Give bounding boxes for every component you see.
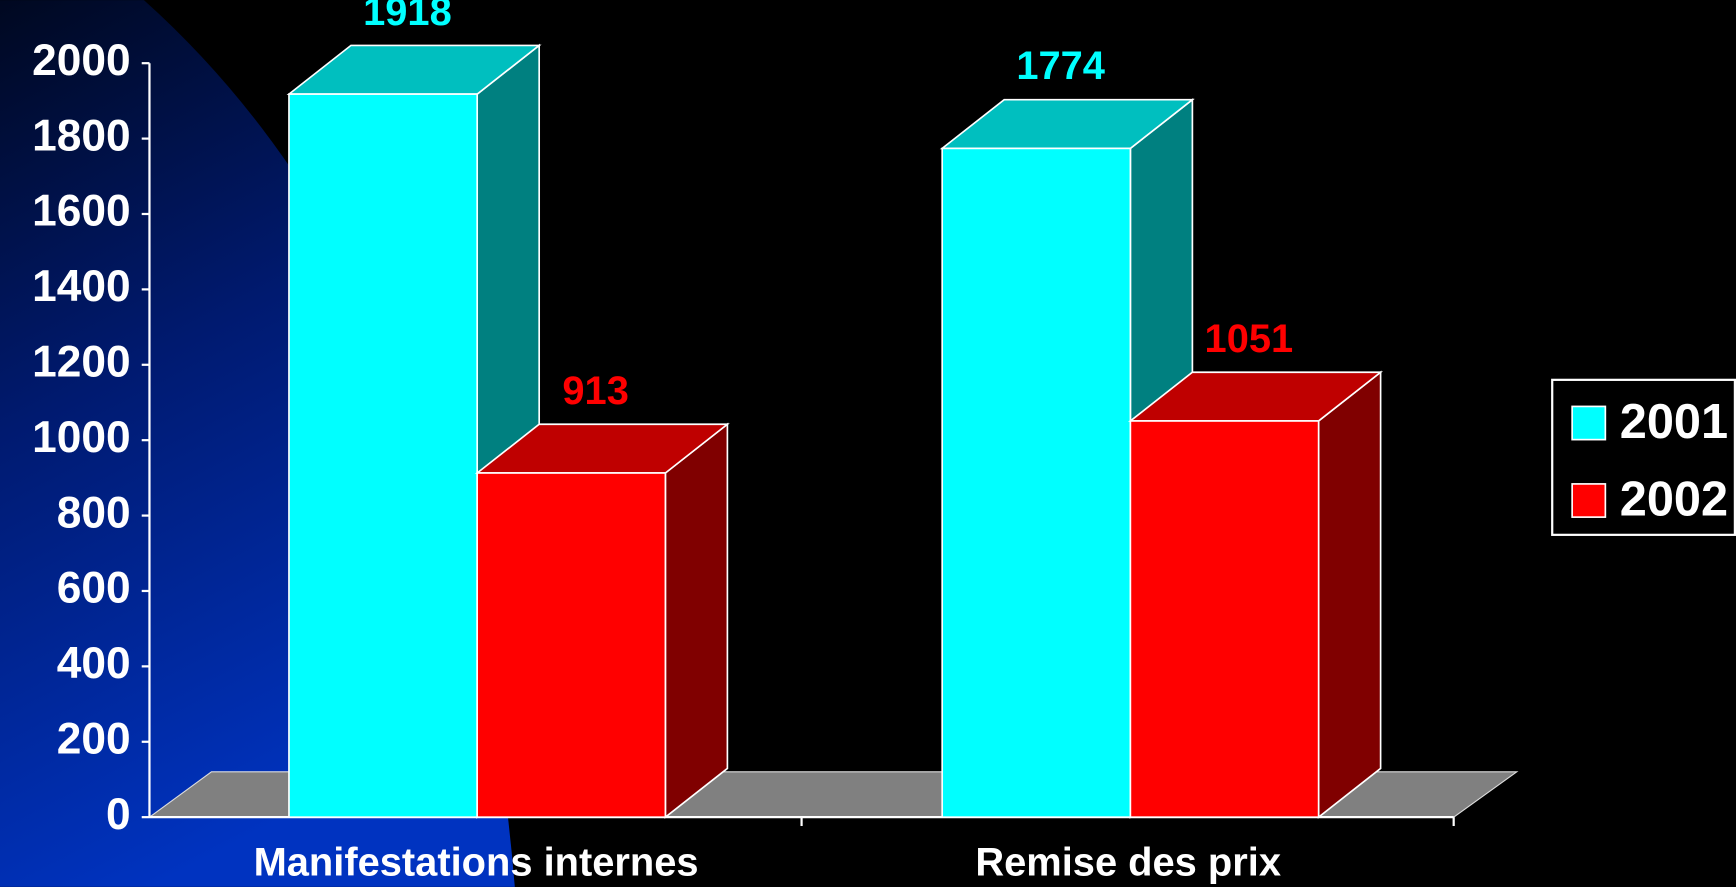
x-tick-label: Remise des prix xyxy=(975,840,1281,884)
legend-label: 2001 xyxy=(1620,395,1728,449)
x-tick-label: Manifestations internes xyxy=(254,840,699,884)
y-tick-label: 1200 xyxy=(32,337,130,386)
data-label: 1774 xyxy=(1016,44,1105,88)
legend-swatch xyxy=(1571,483,1607,518)
bar xyxy=(288,93,479,818)
y-tick-label: 2000 xyxy=(32,36,130,85)
y-tick-label: 400 xyxy=(57,639,131,688)
bar xyxy=(941,147,1132,818)
bar xyxy=(476,472,667,818)
plot: 0 200 400 600 800 1000 1200 1400 1600 1800 2000 Man… xyxy=(32,0,1736,884)
legend-label: 2002 xyxy=(1620,473,1728,527)
data-label: 1051 xyxy=(1205,317,1294,361)
y-tick-label: 1400 xyxy=(32,262,130,311)
bar-side xyxy=(1317,370,1382,819)
legend-swatch xyxy=(1571,405,1607,441)
y-tick-label: 600 xyxy=(57,564,131,613)
data-label: 1918 xyxy=(363,0,452,34)
y-tick-label: 1800 xyxy=(32,111,130,160)
y-tick-label: 1600 xyxy=(32,187,130,236)
y-tick-label: 200 xyxy=(57,714,131,763)
y-tick-label: 1000 xyxy=(32,413,130,462)
data-label: 913 xyxy=(562,369,628,413)
bar xyxy=(1129,420,1320,818)
y-tick-label: 800 xyxy=(57,488,131,537)
y-tick-label: 0 xyxy=(106,790,131,839)
bar-side xyxy=(664,422,729,819)
